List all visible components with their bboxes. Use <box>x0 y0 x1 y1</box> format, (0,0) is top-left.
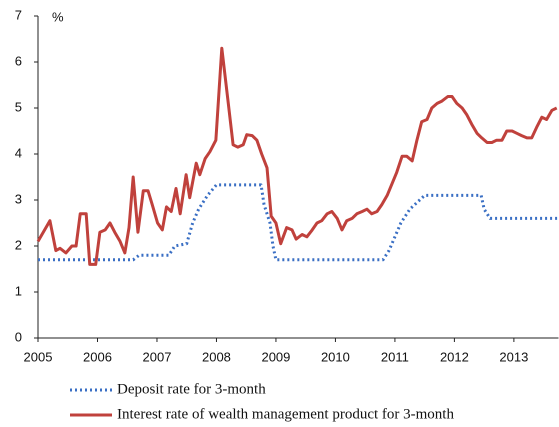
y-axis-label: % <box>52 9 64 24</box>
x-tick-label: 2009 <box>261 349 290 364</box>
x-tick-label: 2005 <box>24 349 53 364</box>
series-line <box>36 46 558 266</box>
y-tick-label: 3 <box>15 191 22 206</box>
legend-label: Deposit rate for 3-month <box>117 381 266 397</box>
y-tick-label: 6 <box>15 53 22 68</box>
x-tick-label: 2006 <box>83 349 112 364</box>
x-tick-label: 2013 <box>499 349 528 364</box>
y-tick-label: 1 <box>15 283 22 298</box>
x-tick-label: 2010 <box>321 349 350 364</box>
y-tick-label: 4 <box>15 145 22 160</box>
x-tick-label: 2008 <box>202 349 231 364</box>
y-tick-label: 2 <box>15 237 22 252</box>
x-tick-label: 2012 <box>440 349 469 364</box>
legend-label: Interest rate of wealth management produ… <box>117 406 454 422</box>
y-tick-label: 7 <box>15 7 22 22</box>
y-tick-label: 0 <box>15 329 22 344</box>
series-line <box>38 183 559 262</box>
x-tick-label: 2011 <box>381 349 409 364</box>
x-tick-label: 2007 <box>143 349 172 364</box>
y-tick-label: 5 <box>15 99 22 114</box>
